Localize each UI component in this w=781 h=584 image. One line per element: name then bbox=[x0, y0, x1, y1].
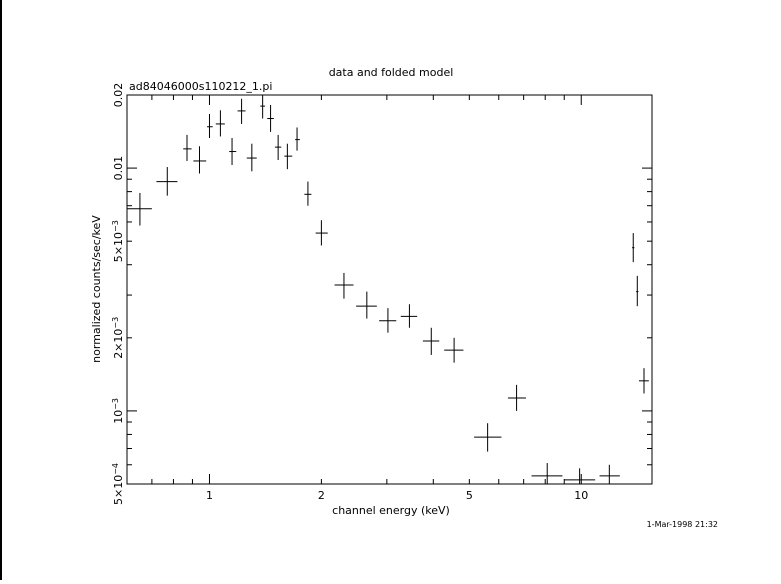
y-tick-exponent: −3 bbox=[111, 317, 120, 329]
data-point bbox=[237, 98, 246, 124]
plot-frame bbox=[126, 94, 653, 485]
data-point bbox=[267, 104, 274, 132]
axis-ticks bbox=[126, 94, 652, 485]
data-point bbox=[284, 143, 293, 170]
y-axis-label: normalized counts/sec/keV bbox=[90, 215, 103, 363]
x-tick-label: 2 bbox=[318, 489, 325, 502]
y-tick-mantissa: 5×10 bbox=[112, 232, 125, 262]
y-tick-label: 2×10−3 bbox=[111, 317, 125, 359]
data-point bbox=[379, 308, 397, 333]
x-tick-label: 1 bbox=[206, 489, 213, 502]
data-point bbox=[295, 127, 300, 151]
data-points bbox=[127, 95, 649, 484]
data-point bbox=[564, 468, 596, 484]
y-tick-exponent: −4 bbox=[111, 463, 120, 475]
data-point bbox=[636, 275, 639, 307]
y-tick-exponent: −3 bbox=[111, 220, 120, 232]
y-tick-mantissa: 0.02 bbox=[112, 83, 125, 108]
data-point bbox=[156, 167, 178, 196]
data-point bbox=[474, 423, 502, 452]
data-point bbox=[260, 95, 265, 119]
data-point bbox=[183, 134, 192, 161]
chart-subtitle: ad84046000s110212_1.pi bbox=[129, 80, 272, 93]
y-tick-label: 10−3 bbox=[111, 398, 125, 424]
chart-title: data and folded model bbox=[329, 66, 454, 79]
data-point bbox=[207, 114, 213, 139]
y-tick-mantissa: 5×10 bbox=[112, 475, 125, 505]
timestamp: 1-Mar-1998 21:32 bbox=[647, 520, 718, 529]
y-tick-exponent: −3 bbox=[111, 398, 120, 410]
data-point bbox=[229, 138, 237, 165]
data-point bbox=[400, 304, 418, 328]
y-tick-mantissa: 2×10 bbox=[112, 329, 125, 359]
data-point bbox=[638, 368, 649, 394]
data-point bbox=[127, 192, 152, 226]
data-point bbox=[356, 291, 377, 319]
y-tick-label: 0.02 bbox=[112, 83, 125, 108]
y-tick-label: 5×10−3 bbox=[111, 220, 125, 262]
data-point bbox=[422, 327, 440, 355]
data-point bbox=[315, 220, 328, 246]
y-tick-label: 5×10−4 bbox=[111, 463, 125, 505]
data-point bbox=[304, 181, 312, 206]
data-point bbox=[632, 233, 635, 263]
x-tick-label: 5 bbox=[466, 489, 473, 502]
data-point bbox=[599, 464, 620, 484]
y-tick-mantissa: 0.01 bbox=[112, 156, 125, 181]
x-tick-labels: 1 2 5 10 bbox=[206, 489, 588, 502]
data-point bbox=[193, 146, 207, 174]
data-point bbox=[246, 143, 257, 172]
data-point bbox=[334, 272, 354, 299]
x-tick-label: 10 bbox=[574, 489, 588, 502]
y-tick-mantissa: 10 bbox=[112, 410, 125, 424]
x-axis-label: channel energy (keV) bbox=[332, 504, 450, 517]
window-left-border bbox=[0, 0, 2, 580]
data-point bbox=[507, 384, 526, 411]
y-tick-label: 0.01 bbox=[112, 156, 125, 181]
data-point bbox=[444, 337, 464, 363]
y-tick-labels: 5×10−410−32×10−35×10−30.010.02 bbox=[111, 83, 125, 505]
data-point bbox=[274, 134, 282, 160]
data-point bbox=[531, 463, 563, 484]
data-point bbox=[215, 110, 225, 137]
